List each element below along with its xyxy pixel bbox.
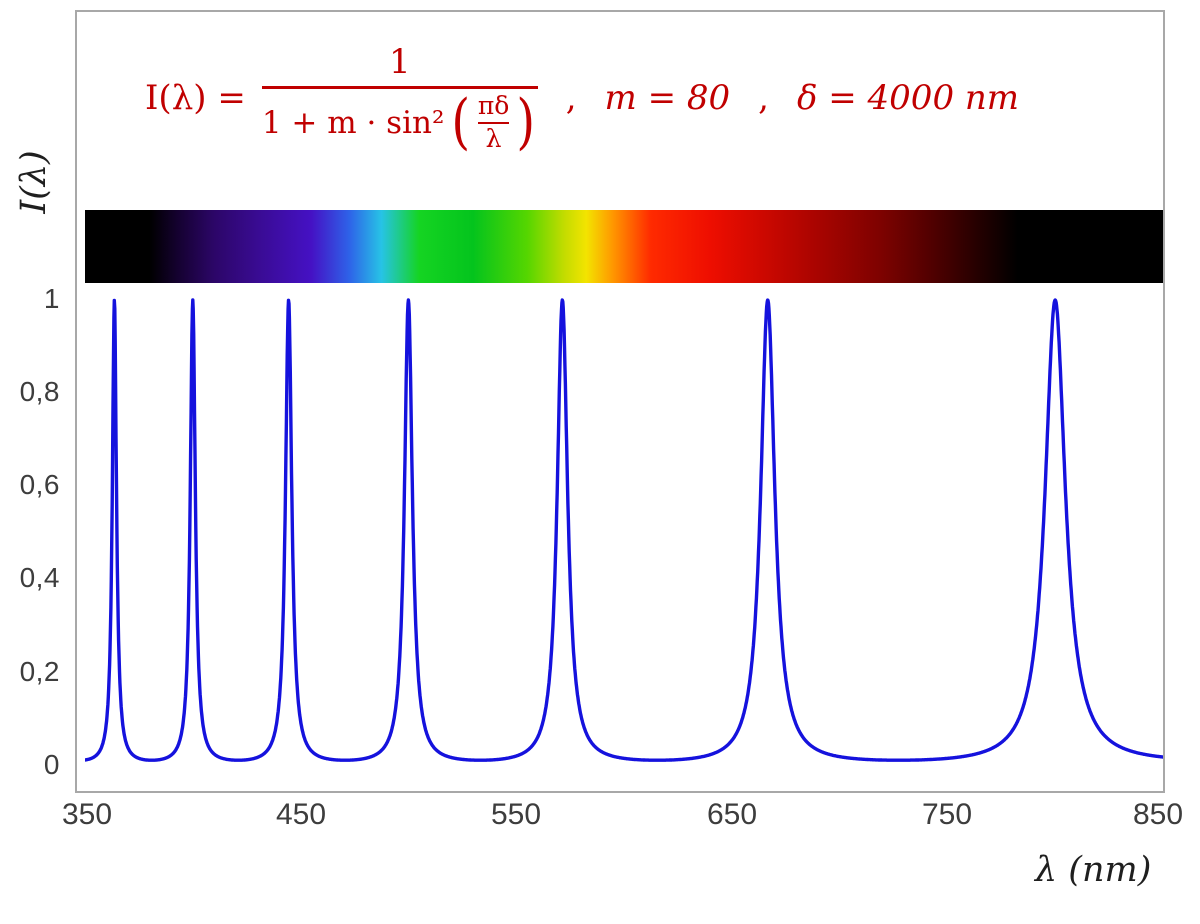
formula-comma-1: , [565,78,577,118]
y-tick-0_4: 0,4 [19,562,60,593]
x-tick-750: 750 [921,798,973,831]
intensity-curve-svg [85,298,1163,762]
x-tick-450: 450 [275,798,327,831]
open-paren: ( [451,87,471,158]
fraction-numerator: 1 [388,42,411,83]
x-tick-650: 650 [706,798,758,831]
denominator-prefix: 1 + m · sin² [261,104,445,141]
y-tick-1: 1 [43,283,60,314]
plot-frame-border [75,10,1165,793]
y-tick-0: 0 [43,749,60,780]
y-tick-0_2: 0,2 [19,656,60,687]
close-paren: ) [516,87,536,158]
inner-fraction-bar [477,121,510,124]
inner-fraction-numerator: πδ [477,91,510,121]
x-tick-850: 850 [1132,798,1184,831]
parameter-m: m = 80 [604,78,731,118]
y-axis-title: I(λ) [14,150,54,214]
inner-fraction: πδ λ [477,91,510,153]
formula-comma-2: , [758,78,769,118]
x-tick-550: 550 [490,798,542,831]
x-axis-title: λ (nm) [1035,850,1152,890]
inner-fraction-denominator: λ [485,123,502,153]
y-tick-0_8: 0,8 [19,376,60,407]
fraction-bar [261,86,538,90]
fraction-denominator: 1 + m · sin² ( πδ λ ) [261,87,538,158]
y-tick-0_6: 0,6 [19,469,60,500]
formula-annotation: I(λ) = 1 1 + m · sin² ( πδ λ ) , m = 80 … [145,28,1019,168]
intensity-curve [85,298,1163,762]
parameter-delta: δ = 4000 nm [796,78,1020,118]
visible-spectrum-strip [85,210,1163,283]
formula-lhs: I(λ) = [145,78,246,118]
formula-main-fraction: 1 1 + m · sin² ( πδ λ ) [261,42,538,158]
x-tick-350: 350 [61,798,113,831]
